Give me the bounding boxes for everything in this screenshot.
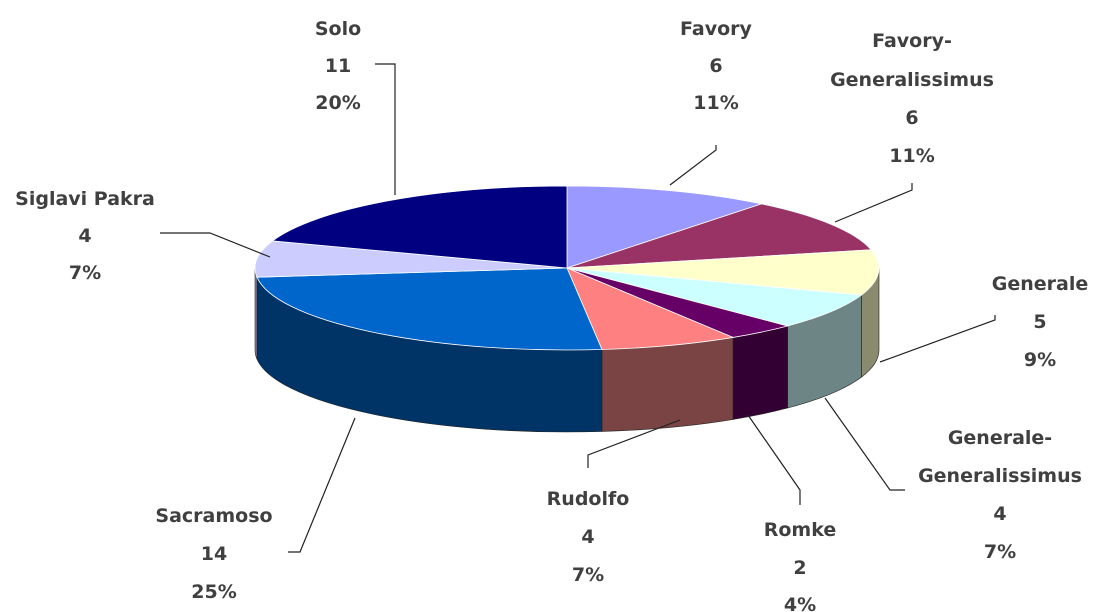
- label-sacramoso-percent: 25%: [191, 581, 236, 603]
- pie-slice-siglavi-pakra: [254, 240, 568, 278]
- label-favory-value: 6: [709, 55, 722, 77]
- leader-lines: [160, 63, 996, 553]
- leader-line-favory: [669, 145, 717, 186]
- label-romke-percent: 4%: [784, 594, 816, 612]
- label-favory-name: Favory: [680, 18, 752, 40]
- pie-slice-generale-generalissimus: [566, 267, 863, 327]
- pie-tops: [254, 185, 880, 351]
- label-favory-generalissimus-percent: 11%: [889, 145, 934, 167]
- pie-slice-favory: [566, 185, 764, 269]
- leader-line-romke: [747, 414, 801, 505]
- leader-line-favory-generalissimus: [834, 183, 913, 223]
- pie-slice-favory-generalissimus: [566, 203, 873, 269]
- label-generale-generalissimus-name-line1: Generale-: [948, 427, 1052, 449]
- label-generale-name: Generale: [992, 273, 1088, 295]
- label-solo-name: Solo: [315, 18, 361, 40]
- leader-line-solo: [375, 63, 396, 195]
- leader-line-generale: [879, 315, 996, 363]
- label-favory-generalissimus-name-line1: Favory-: [872, 30, 952, 52]
- label-rudolfo-percent: 7%: [572, 564, 604, 586]
- label-sacramoso-name: Sacramoso: [155, 505, 272, 527]
- pie-side-romke: [732, 325, 788, 420]
- label-siglavi-pakra-value: 4: [78, 225, 91, 247]
- label-siglavi-pakra-name: Siglavi Pakra: [15, 188, 155, 210]
- label-favory-generalissimus-value: 6: [905, 107, 918, 129]
- label-generale-percent: 9%: [1024, 349, 1056, 371]
- pie-side-rudolfo: [601, 337, 734, 432]
- pie-sides: [254, 267, 880, 433]
- leader-line-rudolfo: [587, 419, 681, 468]
- label-rudolfo-name: Rudolfo: [547, 488, 630, 510]
- label-generale-generalissimus-value: 4: [993, 503, 1006, 525]
- label-generale-generalissimus-name-line2: Generalissimus: [918, 465, 1082, 487]
- label-favory-percent: 11%: [693, 92, 738, 114]
- label-solo-percent: 20%: [315, 92, 360, 114]
- label-romke-value: 2: [793, 557, 806, 579]
- label-generale-generalissimus-percent: 7%: [984, 541, 1016, 563]
- data-labels: Favory 6 11% Favory- Generalissimus 6 11…: [15, 18, 1088, 612]
- pie-slice-generale: [566, 249, 880, 296]
- label-favory-generalissimus-name-line2: Generalissimus: [830, 69, 994, 91]
- pie-slice-solo: [271, 185, 568, 269]
- pie-slice-rudolfo: [566, 267, 735, 350]
- label-solo-value: 11: [325, 55, 351, 77]
- pie-slice-sacramoso: [256, 267, 603, 351]
- label-siglavi-pakra-percent: 7%: [69, 262, 101, 284]
- label-romke-name: Romke: [764, 519, 837, 541]
- leader-line-sacramoso: [288, 417, 356, 553]
- pie-side-siglavi-pakra: [254, 267, 258, 360]
- label-sacramoso-value: 14: [201, 543, 227, 565]
- label-generale-value: 5: [1033, 311, 1046, 333]
- leader-line-generale-generalissimus: [824, 397, 905, 491]
- label-rudolfo-value: 4: [581, 526, 594, 548]
- leader-line-siglavi-pakra: [160, 232, 271, 258]
